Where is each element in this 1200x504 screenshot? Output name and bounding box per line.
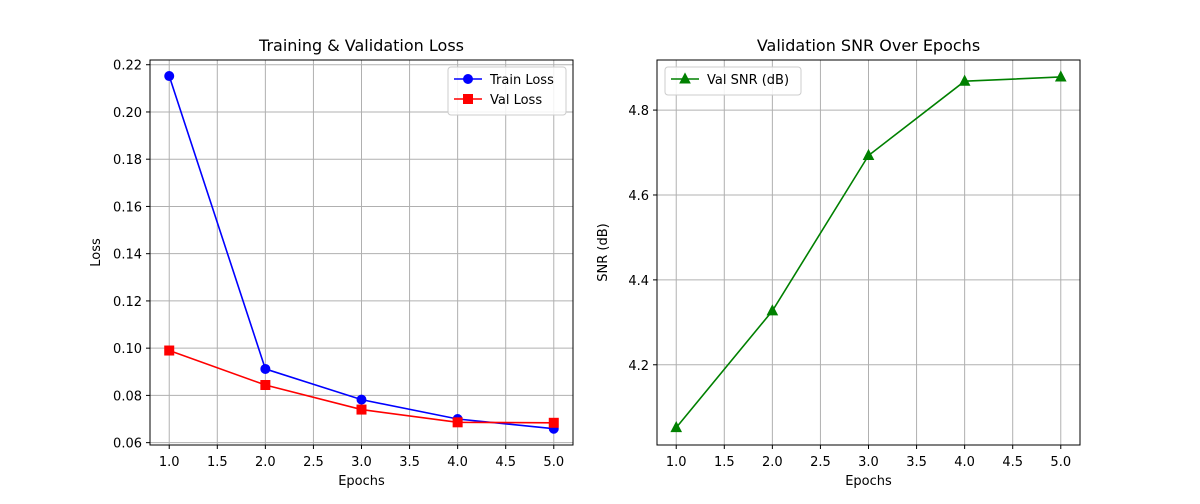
x-tick-label: 1.5 [714, 455, 735, 470]
legend-marker-1 [463, 74, 473, 84]
x-tick-label: 1.5 [207, 455, 228, 470]
data-point-series-2 [164, 345, 175, 356]
data-point-series-2 [452, 417, 463, 428]
data-point-series-1 [766, 304, 779, 316]
chart-title: Validation SNR Over Epochs [757, 36, 980, 55]
y-tick-label: 4.4 [628, 274, 649, 289]
x-tick-label: 5.0 [543, 455, 564, 470]
chart-panel-2: 1.0 1.5 2.0 2.5 3.0 3.5 4.0 4.5 5.0 4.2 4.4 4.6 4.8 V… [596, 36, 1081, 489]
x-tick-label: 4.0 [954, 455, 975, 470]
x-tick-label: 1.0 [159, 455, 180, 470]
y-tick-label: 0.12 [113, 295, 142, 310]
y-tick-label: 0.16 [113, 200, 142, 215]
legend-label-1: Val SNR (dB) [707, 73, 789, 88]
y-tick-label: 4.2 [628, 359, 649, 374]
y-tick-label: 0.06 [113, 437, 142, 452]
y-tick-label: 4.8 [628, 104, 649, 119]
data-point-series-1 [356, 394, 367, 405]
data-point-series-1 [958, 74, 971, 86]
x-tick-label: 4.0 [447, 455, 468, 470]
y-tick-label: 0.18 [113, 153, 142, 168]
data-point-series-1 [1054, 70, 1067, 82]
data-point-series-1 [670, 421, 683, 433]
legend-label-1: Train Loss [489, 73, 554, 88]
legend-box [664, 66, 802, 96]
y-tick-label: 0.10 [113, 342, 142, 357]
data-point-series-2 [260, 380, 271, 391]
y-tick-label: 0.20 [113, 106, 142, 121]
x-tick-label: 4.5 [495, 455, 516, 470]
x-tick-label: 3.0 [858, 455, 879, 470]
data-point-series-1 [862, 148, 875, 161]
chart-panel-1: 1.0 1.5 2.0 2.5 3.0 3.5 4.0 4.5 5.0 0.06 0.08 0.10 0… [89, 36, 574, 489]
x-tick-label: 3.0 [351, 455, 372, 470]
data-point-series-1 [260, 363, 271, 374]
x-axis-label: Epochs [845, 474, 892, 489]
legend: Train Loss Val Loss [447, 66, 567, 116]
x-tick-label: 1.0 [666, 455, 687, 470]
y-tick-label: 0.08 [113, 389, 142, 404]
y-axis-label: SNR (dB) [596, 223, 611, 281]
x-tick-label: 5.0 [1050, 455, 1071, 470]
x-tick-label: 4.5 [1002, 455, 1023, 470]
x-tick-label: 3.5 [906, 455, 927, 470]
x-tick-label: 2.5 [810, 455, 831, 470]
x-tick-label: 2.0 [762, 455, 783, 470]
data-point-series-1 [164, 71, 175, 82]
legend-label-2: Val Loss [490, 93, 542, 108]
legend-marker-1 [679, 72, 691, 84]
y-tick-label: 0.14 [113, 248, 142, 263]
legend: Val SNR (dB) [664, 66, 802, 96]
y-tick-label: 0.22 [113, 59, 142, 74]
legend-marker-2 [463, 94, 473, 104]
x-axis-label: Epochs [338, 474, 385, 489]
y-axis-label: Loss [89, 238, 104, 267]
x-tick-label: 2.0 [255, 455, 276, 470]
data-point-series-2 [356, 404, 367, 415]
plot-frame [656, 59, 1081, 446]
data-point-series-2 [548, 417, 559, 428]
x-tick-label: 2.5 [303, 455, 324, 470]
plot-frame [149, 59, 574, 446]
x-tick-label: 3.5 [399, 455, 420, 470]
chart-title: Training & Validation Loss [258, 36, 464, 55]
y-tick-label: 4.6 [628, 189, 649, 204]
